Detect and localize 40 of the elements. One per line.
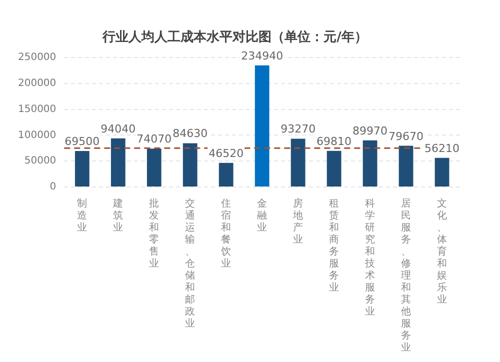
x-tick-label: 房地产业 [292,198,304,246]
x-tick-label: 租赁和商务服务业 [329,198,340,294]
data-label: 74070 [136,132,172,146]
x-tick-label: 批发和零售业 [149,198,160,270]
bar [146,148,162,186]
bar [110,138,126,186]
x-tick-label: 建筑业 [112,198,124,234]
data-label: 89970 [352,124,388,138]
category-label: 交通运输、仓储和邮政业 [185,198,196,330]
bar [182,143,198,186]
chart-title: 行业人均人工成本水平对比图（单位：元/年） [102,29,368,46]
bar [434,158,450,186]
y-tick-label: 50000 [24,156,56,167]
y-tick-label: 100000 [18,130,56,141]
data-label: 93270 [280,122,316,136]
y-tick-label: 150000 [18,104,56,115]
y-tick-label: 200000 [18,78,56,90]
data-label: 69500 [64,135,100,148]
data-label: 84630 [172,127,208,140]
bar [218,162,234,186]
y-tick-label: 0 [50,182,56,193]
data-label: 94040 [100,122,136,136]
data-label: 79670 [388,130,424,143]
category-label: 居民服务、修理和其他服务业 [401,198,412,354]
data-label: 46520 [208,146,244,160]
x-tick-label: 住宿和餐饮业 [220,198,232,270]
y-tick-label: 250000 [18,52,56,64]
bar [398,146,414,186]
bar [254,65,270,186]
category-label: 科学研究和技术服务业 [365,198,376,318]
data-label: 56210 [424,142,460,155]
x-tick-label: 金融业 [257,198,268,234]
bar [362,140,378,186]
bar [326,150,342,186]
category-label: 文化、体育和娱乐业 [437,198,448,306]
bar [74,151,90,186]
data-label: 69810 [316,134,352,148]
x-tick-label: 制造业 [77,198,88,234]
bar [290,138,306,186]
data-label: 234940 [241,49,284,62]
